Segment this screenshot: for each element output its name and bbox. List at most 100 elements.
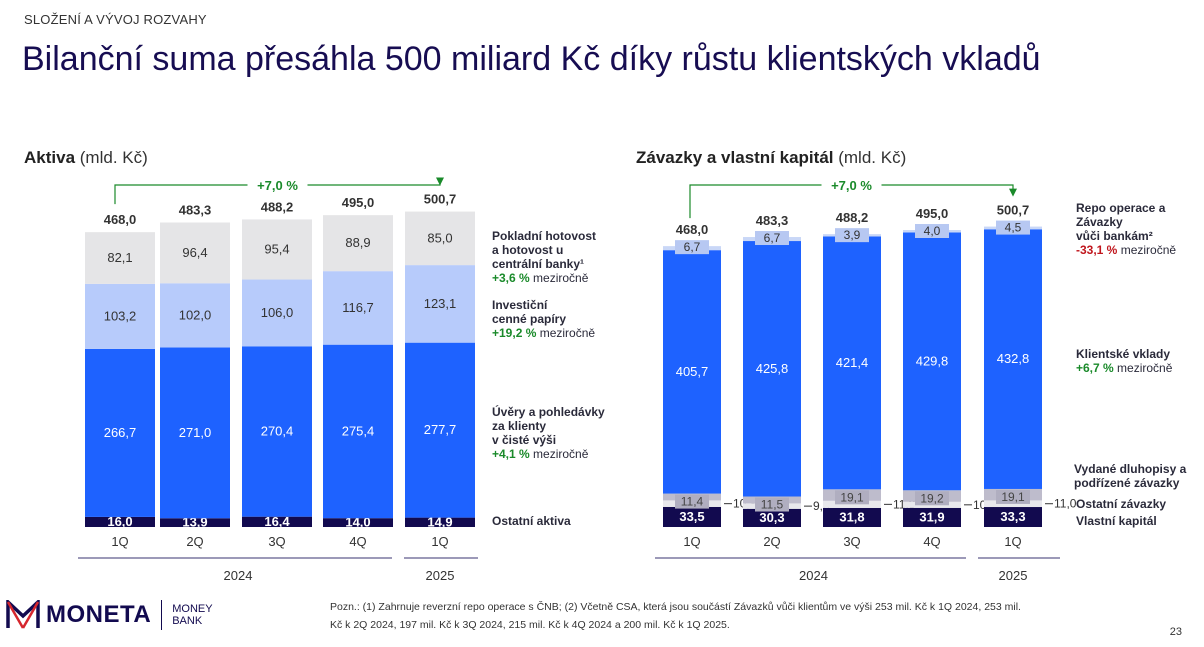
bar-segment — [823, 500, 881, 508]
data-label: 19,1 — [840, 490, 864, 504]
total-label: 488,2 — [261, 199, 294, 214]
label-box — [835, 490, 869, 505]
data-label: 405,7 — [676, 364, 709, 379]
data-label: 96,4 — [182, 245, 207, 260]
legend-equity: Vlastní kapitál — [1076, 514, 1157, 528]
data-label: 31,8 — [839, 509, 864, 524]
data-label: 95,4 — [264, 241, 289, 256]
total-label: 488,2 — [836, 210, 869, 225]
bar-segment — [984, 507, 1042, 527]
label-box — [675, 240, 709, 255]
year-label: 2025 — [426, 568, 455, 583]
x-tick-label: 1Q — [683, 534, 700, 549]
legend-suffix: meziročně — [539, 326, 596, 340]
x-tick-label: 2Q — [186, 534, 203, 549]
bar-segment — [663, 506, 721, 527]
data-label: 13,9 — [182, 515, 207, 530]
growth-label: +7,0 % — [257, 178, 298, 193]
data-label: 123,1 — [424, 296, 457, 311]
arrow-down-icon — [1009, 188, 1017, 197]
data-label: 14,9 — [427, 514, 452, 529]
footnote-line: Pozn.: (1) Zahrnuje reverzní repo operac… — [330, 601, 1021, 613]
data-label: 16,0 — [107, 514, 132, 529]
legend-line: Repo operace a — [1076, 201, 1166, 215]
bar-segment — [405, 342, 475, 518]
legend-yoy: +3,6 % — [492, 271, 530, 285]
legend-line: Závazky — [1076, 215, 1123, 229]
x-tick-label: 2Q — [763, 534, 780, 549]
arrow-down-icon — [436, 177, 444, 186]
bar-segment — [323, 344, 393, 519]
legend-suffix: meziročně — [1117, 361, 1173, 375]
total-label: 468,0 — [104, 212, 137, 227]
data-label: 82,1 — [107, 250, 132, 265]
bar-segment — [85, 283, 155, 349]
bar-segment — [160, 347, 230, 519]
label-box — [835, 228, 869, 243]
page-title: Bilanční suma přesáhla 500 miliard Kč dí… — [22, 40, 1041, 78]
logo-sub: BANK — [172, 615, 203, 627]
bar-segment — [743, 508, 801, 527]
logo-sub: MONEY — [172, 603, 213, 615]
growth-label: +7,0 % — [831, 178, 872, 193]
bar-segment — [663, 250, 721, 494]
data-label: 429,8 — [916, 353, 949, 368]
data-label: 33,5 — [679, 509, 704, 524]
data-label: 4,5 — [1005, 221, 1022, 235]
bar-segment — [242, 516, 312, 527]
assets-chart-title: Aktiva (mld. Kč) — [24, 148, 148, 168]
bar-segment — [242, 219, 312, 280]
x-tick-label: 4Q — [349, 534, 366, 549]
legend-suffix: meziročně — [533, 447, 589, 461]
total-label: 483,3 — [756, 213, 789, 228]
bar-segment — [160, 518, 230, 527]
data-label: 6,7 — [764, 231, 781, 245]
legend-line: a hotovost u — [492, 243, 564, 257]
data-label: 19,2 — [920, 491, 944, 505]
legend-loans: Úvěry a pohledávky za klienty v čisté vý… — [492, 405, 605, 461]
data-label: 4,0 — [924, 224, 941, 238]
bar-segment — [903, 232, 961, 491]
bar-segment — [85, 232, 155, 284]
legend-other-liabilities: Ostatní závazky — [1076, 497, 1166, 511]
legend-line: za klienty — [492, 419, 547, 433]
bar-segment — [984, 229, 1042, 489]
data-label: 432,8 — [997, 351, 1030, 366]
data-label: 85,0 — [427, 230, 452, 245]
legend-line: Úvěry a pohledávky — [492, 405, 605, 419]
legend-securities: Investiční cenné papíry +19,2 % meziročn… — [492, 298, 595, 340]
legend-deposits: Klientské vklady +6,7 % meziročně — [1076, 347, 1172, 375]
data-label: 3,9 — [844, 228, 861, 242]
data-label: 11,4 — [681, 495, 704, 509]
legend-repo: Repo operace a Závazky vůči bankám² -33,… — [1076, 201, 1176, 257]
label-box — [996, 220, 1030, 235]
chart-title-text: Aktiva — [24, 148, 76, 167]
bar-segment — [85, 348, 155, 517]
data-label: 88,9 — [345, 235, 370, 250]
data-label: 116,7 — [342, 300, 374, 315]
x-tick-label: 3Q — [268, 534, 285, 549]
legend-line: Investiční — [492, 298, 548, 312]
legend-yoy: +19,2 % — [492, 326, 537, 340]
year-label: 2024 — [224, 568, 253, 583]
bar-segment — [405, 517, 475, 527]
total-label: 495,0 — [916, 206, 949, 221]
bar-segment — [323, 271, 393, 345]
total-label: 468,0 — [676, 222, 709, 237]
label-box — [755, 497, 789, 512]
bar-segment — [242, 346, 312, 517]
legend-line: Klientské vklady — [1076, 347, 1171, 361]
legend-line: Ostatní závazky — [1076, 497, 1167, 511]
data-label: 19,1 — [1001, 490, 1025, 504]
data-label: 11,0 — [1054, 497, 1077, 511]
data-label: 266,7 — [104, 425, 137, 440]
data-label: 11,5 — [761, 498, 784, 512]
data-label: 6,7 — [684, 240, 701, 254]
label-box — [675, 494, 709, 509]
data-label: 31,9 — [919, 509, 944, 524]
legend-yoy: +4,1 % — [492, 447, 530, 461]
bar-segment — [242, 279, 312, 347]
chart-unit: (mld. Kč) — [79, 148, 148, 167]
legend-line: Vydané dluhopisy a — [1074, 462, 1187, 476]
legend-yoy: -33,1 % — [1076, 243, 1118, 257]
